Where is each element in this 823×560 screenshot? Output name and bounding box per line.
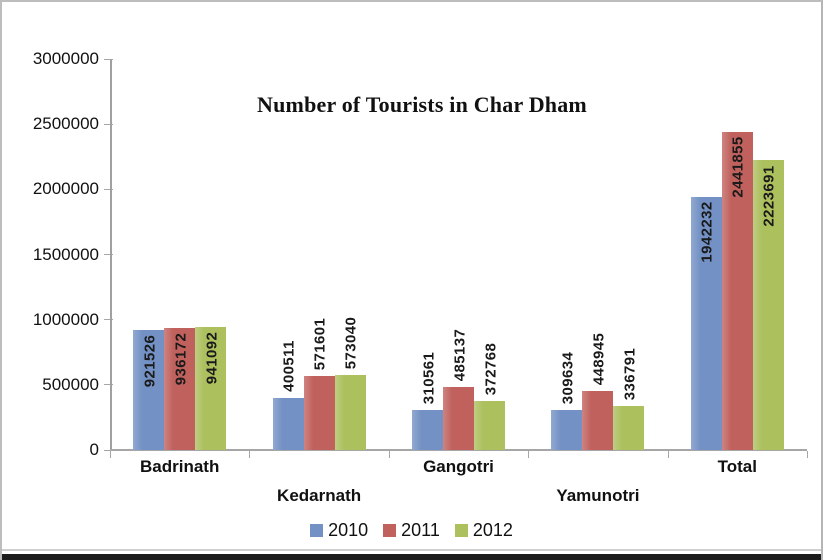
y-axis-tick-label: 1500000 (32, 244, 99, 264)
x-category-label-badrinath: Badrinath (140, 457, 220, 476)
legend-label-2012: 2012 (472, 520, 513, 540)
bottom-divider (2, 549, 821, 551)
value-label-2010-badrinath: 921526 (141, 334, 159, 388)
value-label-2010-gangotri: 310561 (420, 351, 437, 404)
y-axis-tick-mark (104, 123, 113, 125)
bar-2011-total (721, 131, 753, 450)
x-axis-line (110, 449, 807, 451)
x-axis-tick-mark (807, 451, 808, 458)
x-axis-tick-mark (667, 451, 669, 458)
x-axis-tick-mark (249, 451, 251, 458)
y-axis-tick-label: 1000000 (32, 309, 99, 329)
value-label-2012-badrinath: 941092 (203, 332, 221, 385)
y-axis-tick-label: 3000000 (32, 49, 99, 68)
value-label-2012-yamunotri: 336791 (621, 347, 639, 401)
value-label-2012-gangotri: 372768 (482, 343, 499, 396)
legend-swatch-2011 (383, 524, 397, 537)
bar-2011-badrinath (164, 327, 196, 450)
bar-2010-badrinath (133, 329, 165, 450)
y-axis-tick-mark (104, 384, 113, 386)
x-axis-tick-mark (388, 451, 390, 458)
legend-item-2012: 2012 (454, 520, 513, 541)
y-axis-line (110, 59, 112, 450)
bar-2010-kedarnath (272, 397, 304, 450)
bar-2011-gangotri (443, 386, 474, 450)
x-category-label-kedarnath: Kedarnath (277, 486, 362, 505)
value-label-2011-badrinath: 936172 (172, 332, 190, 386)
y-axis-tick-mark (104, 449, 113, 451)
x-category-label-total: Total (717, 457, 757, 476)
chart-legend: 2010 2011 2012 (2, 520, 821, 541)
chart-title: Number of Tourists in Char Dham (257, 92, 587, 117)
y-axis-tick-label: 2000000 (32, 179, 99, 199)
bar-2012-kedarnath (334, 375, 366, 450)
bar-2011-yamunotri (582, 391, 614, 450)
x-category-label-yamunotri: Yamunotri (556, 486, 640, 505)
x-axis-tick-mark (528, 451, 530, 458)
x-category-label-gangotri: Gangotri (423, 457, 494, 476)
legend-label-2011: 2011 (401, 520, 440, 540)
y-axis-tick-mark (104, 188, 113, 190)
value-label-2011-total: 2441855 (729, 136, 747, 198)
bar-2012-gangotri (474, 401, 505, 450)
legend-label-2010: 2010 (328, 520, 369, 540)
y-axis-tick-label: 500000 (42, 374, 99, 394)
y-axis-tick-label: 0 (89, 440, 99, 459)
value-label-2010-total: 1942232 (698, 201, 716, 263)
bar-2011-kedarnath (303, 375, 335, 450)
y-axis-tick-mark (104, 319, 113, 321)
bar-2012-yamunotri (613, 406, 645, 450)
bar-2012-badrinath (195, 327, 227, 450)
bar-2010-yamunotri (551, 409, 583, 450)
bottom-edge-bar (2, 554, 821, 560)
bar-2010-total (690, 196, 722, 450)
value-label-2011-yamunotri: 448945 (590, 333, 608, 386)
legend-item-2010: 2010 (310, 520, 368, 541)
y-axis-tick-mark (104, 58, 113, 60)
value-label-2011-gangotri: 485137 (451, 328, 468, 381)
bar-2010-gangotri (412, 409, 443, 450)
value-label-2010-yamunotri: 309634 (559, 351, 577, 404)
y-axis-tick-mark (104, 254, 113, 255)
legend-swatch-2010 (310, 524, 324, 537)
value-label-2011-kedarnath: 571601 (311, 317, 329, 370)
value-label-2012-total: 2223691 (760, 165, 778, 227)
legend-swatch-2012 (454, 524, 468, 537)
y-axis-tick-label: 2500000 (32, 114, 99, 134)
x-axis-tick-mark (110, 451, 111, 458)
value-label-2010-kedarnath: 400511 (280, 339, 298, 392)
value-label-2012-kedarnath: 573040 (342, 317, 360, 370)
bar-2012-total (752, 160, 784, 450)
legend-item-2011: 2011 (383, 520, 440, 541)
